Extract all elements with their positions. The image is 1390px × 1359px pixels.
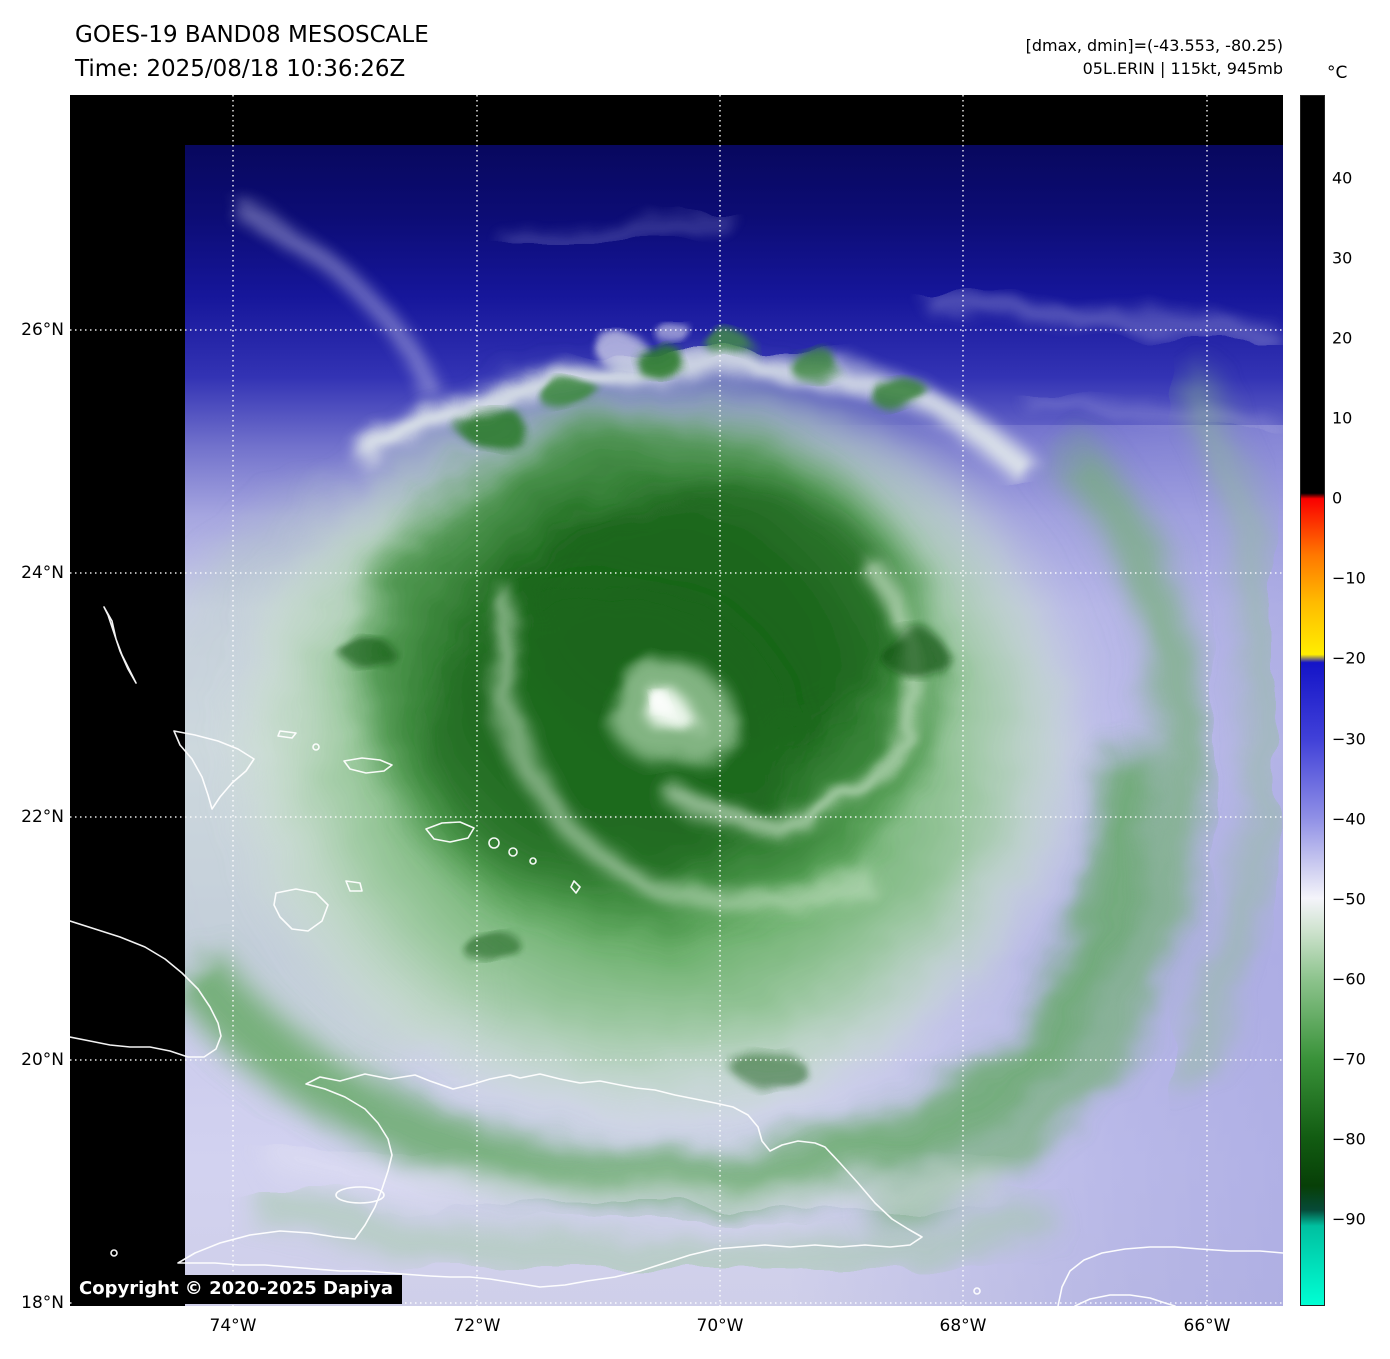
lon-tick-label: 70°W [696,1316,744,1336]
colorbar-tick-label: 40 [1332,168,1353,188]
grand-turk-island [570,880,581,894]
navassa-island [110,1249,118,1257]
lat-tick-label: 26°N [21,320,64,340]
figure-title: GOES-19 BAND08 MESOSCALE [75,22,429,48]
cuba-coastline [70,920,222,1058]
colorbar-tick-label: 0 [1332,488,1343,508]
colorbar-tick-label: 30 [1332,248,1353,268]
hispaniola-coastline [177,1073,923,1288]
lon-tick-label: 68°W [939,1316,987,1336]
mona-island [973,1287,981,1295]
colorbar-tick-label: −10 [1332,568,1366,588]
hurricane-erin-cloud [185,332,1283,1282]
lat-tick-label: 22°N [21,807,64,827]
lat-tick-label: 18°N [21,1293,64,1313]
colorbar-tick-label: −60 [1332,969,1366,989]
copyright-badge: Copyright © 2020-2025 Dapiya [75,1275,403,1304]
puerto-rico-coastline [1057,1246,1283,1306]
colorbar-tick-label: 10 [1332,408,1353,428]
colorbar-tick-label: −30 [1332,729,1366,749]
dmax-dmin-label: [dmax, dmin]=(-43.553, -80.25) [1025,36,1283,55]
map-plot-area: Copyright © 2020-2025 Dapiya [70,95,1283,1306]
colorbar-tick-label: −70 [1332,1049,1366,1069]
colorbar-tick-label: −50 [1332,889,1366,909]
colorbar-unit-label: °C [1327,63,1348,83]
gonave-island [335,1186,385,1204]
crooked-acklins-islands [173,730,255,810]
storm-info-label: 05L.ERIN | 115kt, 945mb [1082,59,1283,78]
caicos-cay-1 [488,837,500,849]
caicos-cay-3 [529,857,537,865]
mayaguana-island [343,757,393,774]
gridlines [70,95,1283,1306]
colorbar-tick-label: 20 [1332,328,1353,348]
colorbar-tick-label: −40 [1332,809,1366,829]
satellite-imagery-svg [70,95,1283,1306]
lon-tick-label: 66°W [1183,1316,1231,1336]
satellite-data-region [185,145,1283,1306]
colorbar-tick-label: −90 [1332,1209,1366,1229]
hurricane-eye [613,664,733,768]
lat-tick-label: 24°N [21,563,64,583]
lat-tick-label: 20°N [21,1050,64,1070]
colorbar [1300,95,1325,1306]
caicos-islands [425,821,475,843]
lon-tick-label: 74°W [209,1316,257,1336]
long-island-bahamas [103,606,137,684]
upper-level-moisture-wisps [231,197,1281,435]
figure-time-label: Time: 2025/08/18 10:36:26Z [75,56,406,82]
colorbar-tick-label: −20 [1332,648,1366,668]
caicos-cay-2 [508,847,518,857]
colorbar-tick-label: −80 [1332,1129,1366,1149]
plana-cays [312,743,320,751]
lon-tick-label: 72°W [453,1316,501,1336]
little-inagua-island [345,880,363,892]
great-inagua-island [273,888,329,932]
samana-cay [277,730,297,739]
